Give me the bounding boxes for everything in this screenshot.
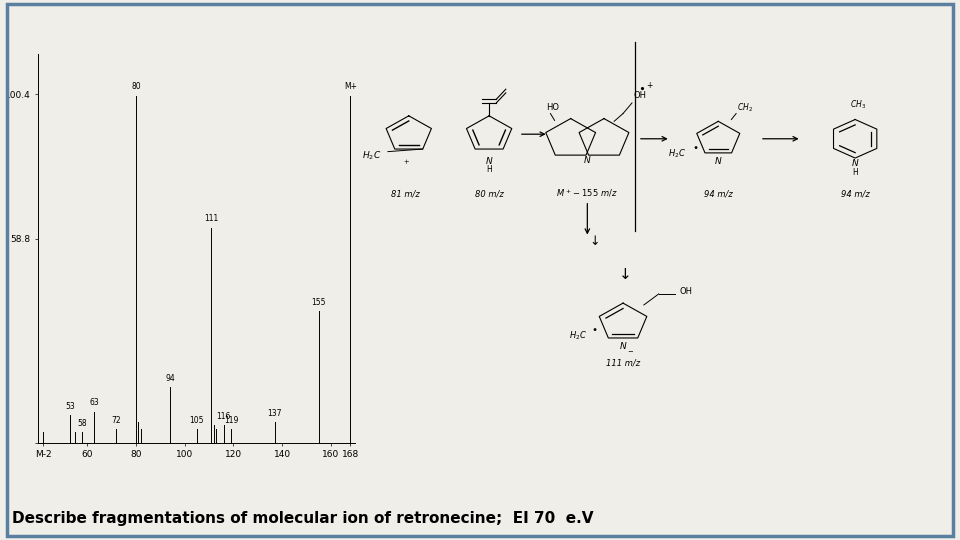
Text: N: N bbox=[486, 157, 492, 166]
Text: $H_2C$: $H_2C$ bbox=[362, 150, 381, 163]
Text: N: N bbox=[852, 159, 858, 168]
Text: $CH_2$: $CH_2$ bbox=[737, 102, 753, 114]
Text: $H_2C$: $H_2C$ bbox=[569, 329, 588, 342]
Text: $^+$: $^+$ bbox=[401, 159, 410, 169]
Text: $^-$: $^-$ bbox=[626, 349, 635, 359]
Text: H: H bbox=[487, 165, 492, 174]
Text: 137: 137 bbox=[268, 409, 282, 418]
Text: OH: OH bbox=[634, 91, 646, 100]
Text: 81 m/z: 81 m/z bbox=[392, 189, 420, 198]
Text: $M^+-155\ m/z$: $M^+-155\ m/z$ bbox=[557, 187, 618, 199]
Text: 94: 94 bbox=[165, 374, 175, 383]
Text: 63: 63 bbox=[89, 399, 99, 407]
Text: 111: 111 bbox=[204, 214, 219, 224]
Text: 119: 119 bbox=[224, 416, 238, 425]
Text: N: N bbox=[584, 156, 590, 165]
Text: $\bullet$: $\bullet$ bbox=[591, 322, 598, 333]
Text: H: H bbox=[852, 167, 858, 177]
Text: 72: 72 bbox=[111, 416, 121, 425]
Text: $\bullet^+$: $\bullet^+$ bbox=[637, 81, 654, 92]
Text: 94 m/z: 94 m/z bbox=[704, 189, 732, 198]
Text: OH: OH bbox=[679, 287, 692, 296]
Text: $\bullet$: $\bullet$ bbox=[692, 141, 699, 151]
Text: $H_2C$: $H_2C$ bbox=[667, 147, 685, 160]
Text: 80: 80 bbox=[132, 83, 141, 91]
Text: 58: 58 bbox=[78, 419, 87, 428]
Text: 80 m/z: 80 m/z bbox=[475, 189, 503, 198]
Text: $\downarrow$: $\downarrow$ bbox=[615, 267, 631, 282]
Text: 105: 105 bbox=[189, 416, 204, 425]
Text: N: N bbox=[619, 342, 627, 351]
Text: N: N bbox=[715, 157, 722, 166]
Text: M+: M+ bbox=[344, 83, 357, 91]
Text: 116: 116 bbox=[216, 412, 230, 421]
Text: Describe fragmentations of molecular ion of retronecine;  EI 70  e.V: Describe fragmentations of molecular ion… bbox=[12, 511, 593, 526]
Text: $CH_3$: $CH_3$ bbox=[851, 99, 866, 111]
Text: 111 m/z: 111 m/z bbox=[606, 359, 640, 368]
Text: 53: 53 bbox=[65, 402, 75, 411]
Text: 155: 155 bbox=[311, 298, 325, 307]
Text: 94 m/z: 94 m/z bbox=[841, 189, 870, 198]
Text: HO: HO bbox=[546, 103, 560, 112]
Text: $\downarrow$: $\downarrow$ bbox=[588, 234, 599, 248]
